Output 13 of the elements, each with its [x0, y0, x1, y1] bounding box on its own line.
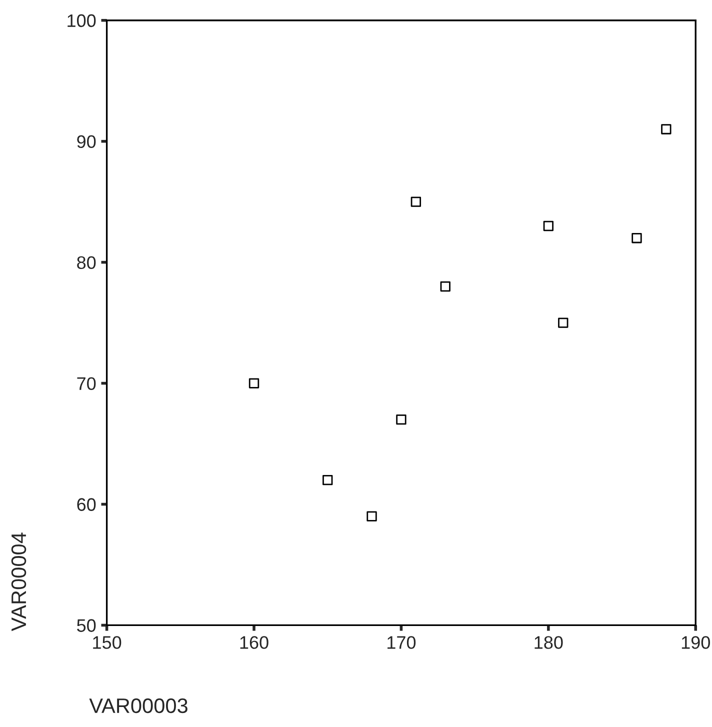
y-tick-label: 60: [77, 498, 96, 511]
y-tick-label: 100: [68, 14, 96, 28]
y-tick-label: 50: [77, 619, 96, 632]
y-axis-title: VAR00004: [11, 532, 26, 632]
x-tick-label: 150: [93, 636, 122, 649]
x-tick-label: 180: [534, 636, 563, 649]
y-tick-label: 70: [77, 377, 96, 390]
x-tick-label: 170: [388, 636, 416, 649]
x-axis-title: VAR00003: [89, 698, 188, 714]
x-tick-label: 190: [682, 636, 710, 649]
y-tick-label: 80: [77, 256, 96, 270]
y-tick-label: 90: [77, 135, 96, 148]
x-tick-label: 160: [240, 636, 268, 649]
